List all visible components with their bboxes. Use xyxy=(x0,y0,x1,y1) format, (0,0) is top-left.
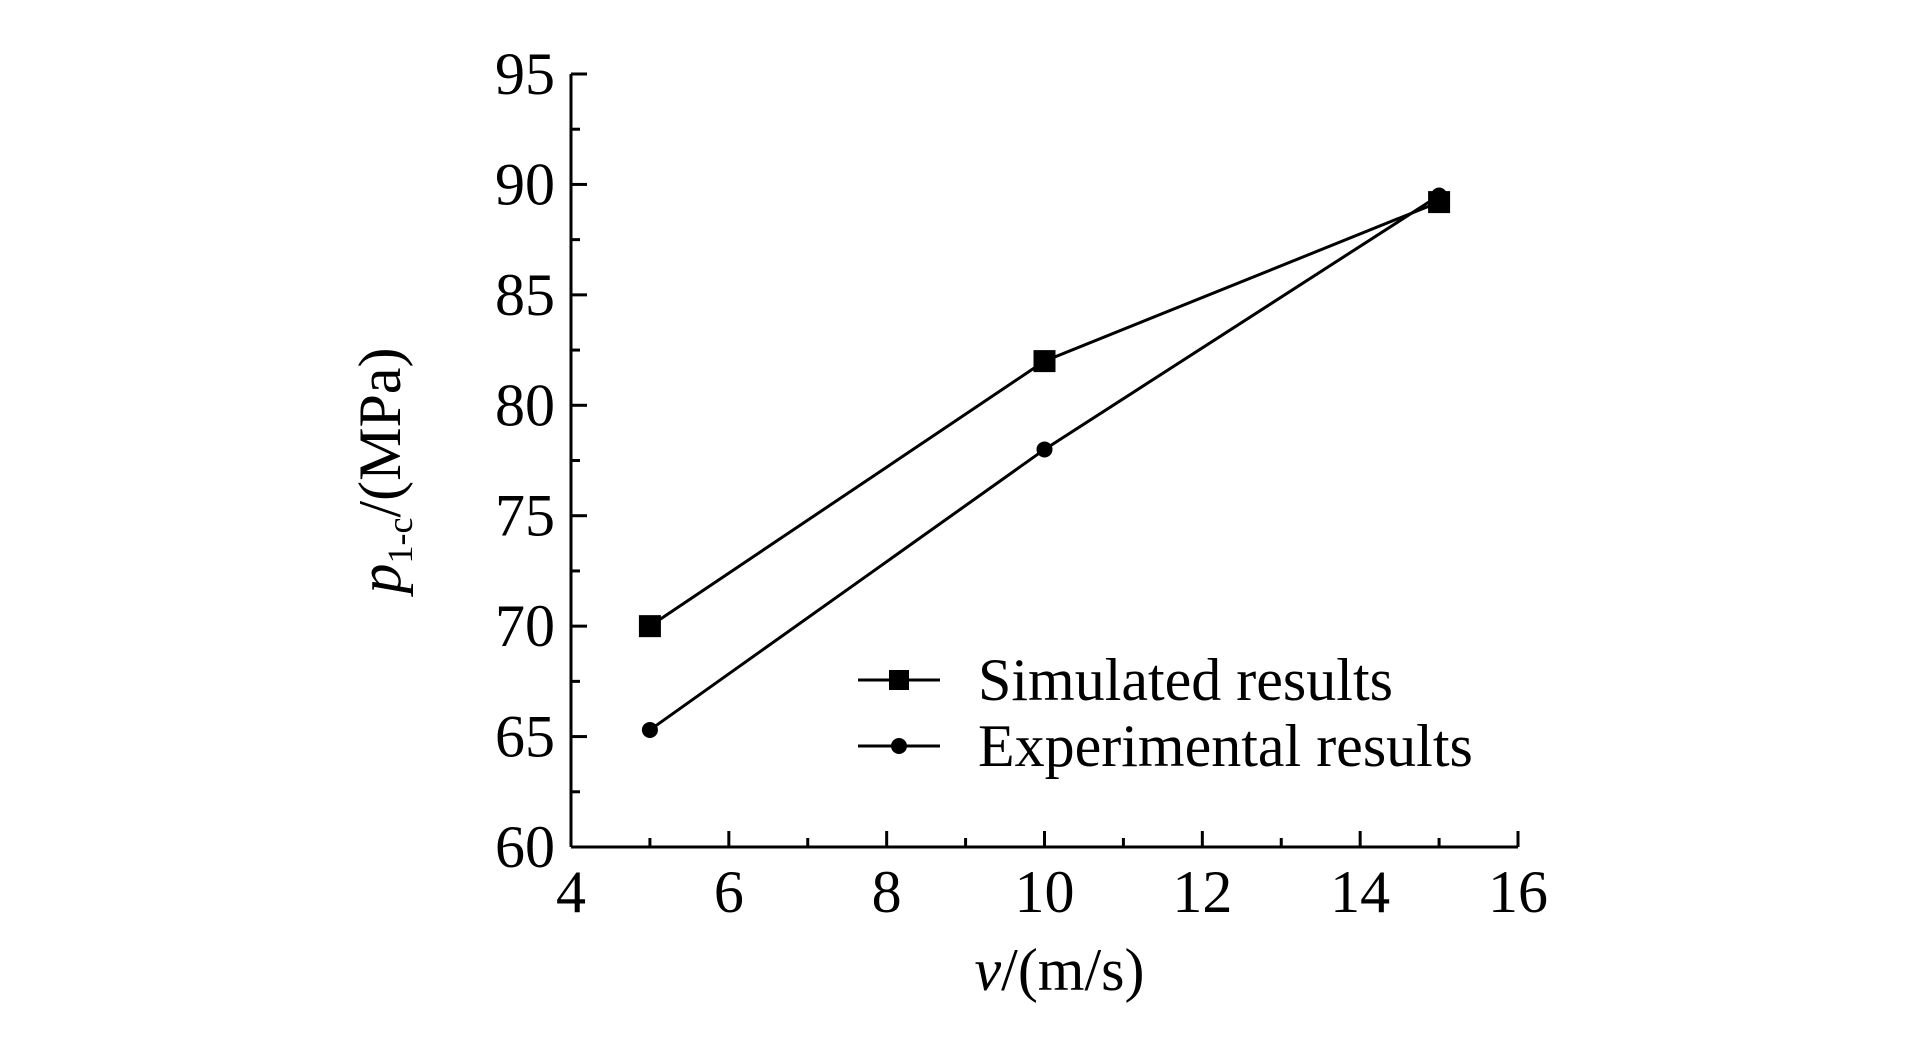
y-axis-unit: /(MPa) xyxy=(347,348,413,518)
x-tick-label: 4 xyxy=(556,859,586,925)
simulated-point xyxy=(638,615,661,638)
legend-label: Simulated results xyxy=(978,647,1393,713)
legend-marker-square xyxy=(889,670,909,690)
experimental-point xyxy=(1431,187,1448,204)
legend-marker-circle xyxy=(891,738,907,754)
y-tick-label: 95 xyxy=(495,41,555,107)
x-axis-variable: v xyxy=(975,937,1002,1003)
y-tick-label: 70 xyxy=(495,593,555,659)
y-tick-label: 65 xyxy=(495,704,555,770)
experimental-point xyxy=(641,721,658,738)
y-tick-label: 80 xyxy=(495,372,555,438)
x-tick-label: 8 xyxy=(872,859,902,925)
series-group xyxy=(638,187,1451,738)
x-tick-label: 14 xyxy=(1330,859,1390,925)
x-tick-label: 6 xyxy=(714,859,744,925)
y-axis-subscript: 1-c xyxy=(380,518,420,564)
simulated-point xyxy=(1033,350,1056,373)
x-axis-title: v/(m/s) xyxy=(975,937,1145,1003)
y-tick-label: 60 xyxy=(495,814,555,880)
y-tick-label: 75 xyxy=(495,483,555,549)
series-line-1 xyxy=(649,200,1440,628)
y-axis-title: p1-c/(MPa) xyxy=(347,348,420,598)
y-tick-label: 90 xyxy=(495,151,555,217)
y-axis-variable: p xyxy=(347,563,413,597)
x-axis-unit: /(m/s) xyxy=(1001,937,1144,1003)
legend-label: Experimental results xyxy=(978,713,1473,779)
x-tick-label: 12 xyxy=(1172,859,1232,925)
ticks: 4 6 8 10 12 14 16 60 65 70 75 80 85 90 95 xyxy=(495,41,1548,925)
y-tick-label: 85 xyxy=(495,262,555,328)
experimental-point xyxy=(1036,441,1053,458)
x-tick-label: 16 xyxy=(1488,859,1548,925)
x-tick-label: 10 xyxy=(1015,859,1075,925)
